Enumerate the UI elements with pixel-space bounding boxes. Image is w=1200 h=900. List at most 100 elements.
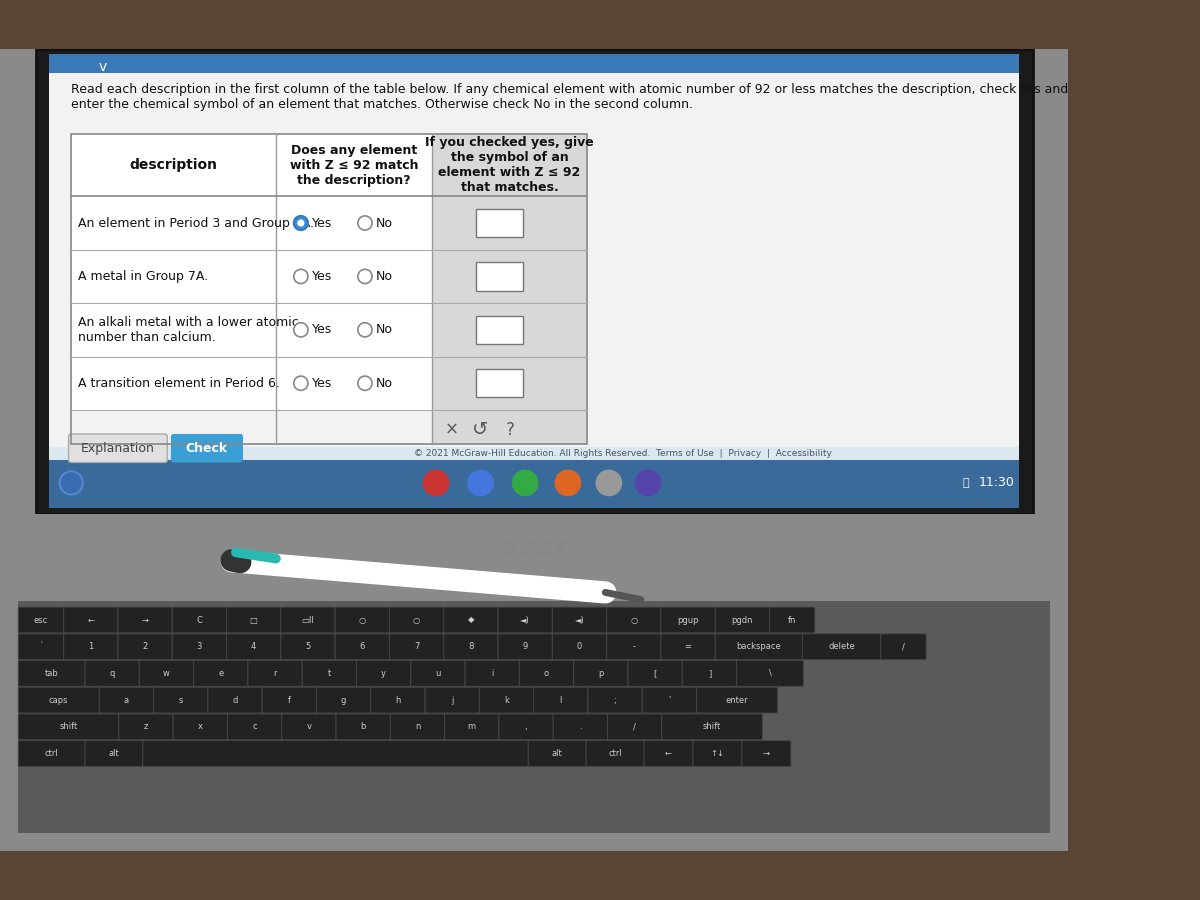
Circle shape	[635, 470, 661, 496]
FancyBboxPatch shape	[0, 514, 1068, 850]
FancyBboxPatch shape	[18, 741, 85, 767]
Text: Yes: Yes	[312, 217, 331, 230]
FancyBboxPatch shape	[881, 634, 926, 660]
Text: ◄): ◄)	[575, 616, 584, 625]
Text: x: x	[198, 723, 203, 732]
Text: ?: ?	[505, 420, 515, 438]
Text: An alkali metal with a lower atomic
number than calcium.: An alkali metal with a lower atomic numb…	[78, 316, 299, 344]
Circle shape	[358, 323, 372, 337]
FancyBboxPatch shape	[479, 688, 534, 713]
FancyBboxPatch shape	[661, 608, 715, 633]
Circle shape	[422, 470, 450, 496]
FancyBboxPatch shape	[607, 634, 661, 660]
FancyBboxPatch shape	[227, 608, 281, 633]
FancyBboxPatch shape	[248, 661, 302, 687]
Text: No: No	[376, 377, 392, 390]
FancyBboxPatch shape	[432, 134, 588, 444]
Text: A metal in Group 7A.: A metal in Group 7A.	[78, 270, 209, 283]
FancyBboxPatch shape	[445, 714, 499, 740]
Text: An element in Period 3 and Group 2A.: An element in Period 3 and Group 2A.	[78, 217, 314, 230]
Text: z: z	[144, 723, 148, 732]
Circle shape	[467, 470, 494, 496]
FancyBboxPatch shape	[18, 661, 85, 687]
FancyBboxPatch shape	[71, 196, 432, 249]
Text: \: \	[768, 669, 772, 678]
Text: a: a	[124, 696, 128, 705]
FancyBboxPatch shape	[534, 688, 588, 713]
Text: [: [	[654, 669, 656, 678]
Text: d: d	[233, 696, 238, 705]
Text: b: b	[360, 723, 366, 732]
FancyBboxPatch shape	[118, 634, 173, 660]
Text: Yes: Yes	[312, 377, 331, 390]
FancyBboxPatch shape	[356, 661, 410, 687]
Circle shape	[294, 323, 308, 337]
Text: tab: tab	[44, 669, 59, 678]
Text: ◆: ◆	[468, 616, 474, 625]
Text: t: t	[328, 669, 331, 678]
Text: s: s	[179, 696, 182, 705]
Circle shape	[358, 269, 372, 284]
FancyBboxPatch shape	[607, 608, 661, 633]
Circle shape	[358, 216, 372, 230]
FancyBboxPatch shape	[642, 688, 696, 713]
Text: j: j	[451, 696, 454, 705]
Text: ←: ←	[665, 749, 672, 758]
FancyBboxPatch shape	[49, 459, 1019, 508]
FancyBboxPatch shape	[644, 741, 692, 767]
Circle shape	[512, 470, 539, 496]
Text: 6: 6	[360, 643, 365, 652]
FancyBboxPatch shape	[281, 608, 335, 633]
FancyBboxPatch shape	[742, 741, 791, 767]
FancyBboxPatch shape	[335, 608, 390, 633]
FancyBboxPatch shape	[71, 303, 432, 356]
FancyBboxPatch shape	[715, 634, 803, 660]
Text: v: v	[98, 60, 107, 74]
Text: □: □	[250, 616, 258, 625]
Text: ×: ×	[444, 420, 458, 438]
Text: w: w	[163, 669, 170, 678]
FancyBboxPatch shape	[118, 608, 173, 633]
Text: pgup: pgup	[677, 616, 698, 625]
Text: 2: 2	[143, 643, 148, 652]
FancyBboxPatch shape	[498, 608, 552, 633]
Circle shape	[595, 470, 622, 496]
Text: esc: esc	[34, 616, 48, 625]
FancyBboxPatch shape	[228, 714, 282, 740]
FancyBboxPatch shape	[71, 356, 432, 410]
FancyBboxPatch shape	[586, 741, 644, 767]
FancyBboxPatch shape	[390, 714, 445, 740]
Text: acer: acer	[500, 534, 568, 562]
Text: ◄): ◄)	[521, 616, 530, 625]
FancyBboxPatch shape	[282, 714, 336, 740]
Text: y: y	[382, 669, 386, 678]
Text: l: l	[559, 696, 562, 705]
FancyBboxPatch shape	[607, 714, 662, 740]
FancyBboxPatch shape	[769, 608, 815, 633]
Text: ○: ○	[413, 616, 420, 625]
FancyBboxPatch shape	[71, 134, 432, 196]
FancyBboxPatch shape	[173, 714, 228, 740]
FancyBboxPatch shape	[661, 634, 715, 660]
FancyBboxPatch shape	[737, 661, 803, 687]
Text: C: C	[197, 616, 203, 625]
FancyBboxPatch shape	[803, 634, 881, 660]
FancyBboxPatch shape	[193, 661, 248, 687]
Text: alt: alt	[552, 749, 563, 758]
FancyBboxPatch shape	[71, 249, 432, 303]
FancyBboxPatch shape	[100, 688, 154, 713]
FancyBboxPatch shape	[574, 661, 628, 687]
Text: `: `	[38, 643, 43, 652]
Text: -: -	[632, 643, 635, 652]
Text: No: No	[376, 270, 392, 283]
FancyBboxPatch shape	[18, 608, 64, 633]
Circle shape	[294, 269, 308, 284]
FancyBboxPatch shape	[170, 434, 244, 463]
FancyBboxPatch shape	[64, 608, 118, 633]
FancyBboxPatch shape	[528, 741, 586, 767]
FancyBboxPatch shape	[628, 661, 683, 687]
Text: o: o	[544, 669, 550, 678]
Text: 🔒: 🔒	[962, 478, 970, 488]
FancyBboxPatch shape	[520, 661, 574, 687]
FancyBboxPatch shape	[85, 741, 143, 767]
